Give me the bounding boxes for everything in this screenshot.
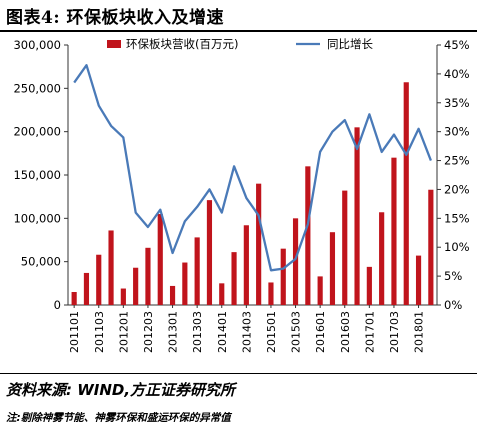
revenue-bar [366,266,372,305]
revenue-bar [219,283,225,305]
revenue-bar [317,276,323,305]
x-axis-tick-label: 201303 [191,311,204,353]
left-axis-tick-label: 300,000 [13,38,61,52]
revenue-bar [256,183,262,305]
x-axis-tick-label: 201201 [117,311,130,353]
x-axis-tick-label: 201503 [290,311,303,353]
revenue-bar [83,272,90,305]
revenue-bar [206,200,213,305]
right-axis-tick-label: 5% [444,269,462,283]
x-axis-tick-label: 201601 [314,311,327,353]
revenue-bar [108,230,114,305]
x-axis-tick-label: 201801 [413,311,426,353]
revenue-bar [292,218,299,305]
x-axis-tick-label: 201203 [142,311,155,353]
right-axis-tick-label: 0% [444,298,462,312]
revenue-bar [169,285,176,305]
chart-svg: 0 50,000 100,000 150,000 200,000 250,000 300,0… [13,37,470,353]
right-axis-tick-label: 10% [444,240,470,254]
growth-line [73,64,432,272]
revenue-bar [391,157,397,305]
x-axis-tick-label: 201701 [363,311,376,353]
x-axis-tick-label: 201103 [93,311,106,353]
revenue-bar [280,248,286,305]
left-axis-tick-label: 50,000 [21,255,61,269]
revenue-bar [194,237,200,305]
right-axis-tick-label: 45% [444,38,470,52]
revenue-bar [120,288,126,305]
x-axis-tick-label: 201403 [240,311,253,353]
revenue-bar [342,190,348,305]
left-axis-tick-label: 0 [54,298,61,312]
legend-bar-label: 环保板块营收(百万元) [126,37,238,51]
revenue-bar [428,189,434,305]
right-axis-tick-label: 30% [444,125,470,139]
x-axis-tick-label: 201501 [265,311,278,353]
right-axis-tick-label: 35% [444,96,470,110]
x-axis-tick-label: 201301 [167,311,180,353]
revenue-bar [329,232,336,305]
revenue-bar [305,166,311,305]
right-axis-tick-label: 15% [444,211,470,225]
left-axis-tick-label: 250,000 [13,81,61,95]
legend-line-label: 同比增长 [327,37,373,51]
revenue-bar [157,214,163,305]
revenue-bar [415,255,422,305]
figure-title: 图表4: 环保板块收入及增速 [6,8,225,28]
right-axis-tick-label: 40% [444,67,470,81]
revenue-bar [268,282,274,305]
title-rule [0,30,477,32]
source-text: 资料来源: WIND,方正证券研究所 [6,381,236,399]
x-axis-tick-label: 201603 [339,311,352,353]
x-axis-tick-label: 201703 [388,311,401,353]
revenue-bar [182,262,188,305]
revenue-bar [403,82,409,305]
revenue-bar [243,225,249,305]
left-axis-tick-label: 100,000 [13,211,61,225]
x-axis-tick-label: 201101 [68,311,81,353]
revenue-bar [231,252,237,305]
revenue-bar [354,127,360,305]
legend-bar-swatch [107,40,121,48]
revenue-bar [71,292,77,305]
right-axis-tick-label: 20% [444,182,470,196]
right-axis-tick-label: 25% [444,154,470,168]
revenue-bar [145,247,151,305]
left-axis-tick-label: 150,000 [13,168,61,182]
left-axis-tick-label: 200,000 [13,125,61,139]
figure-title-bar: 图表4: 环保板块收入及增速 [0,0,477,32]
revenue-bar [96,254,102,305]
source-rule [0,373,477,374]
revenue-bar [133,267,139,305]
x-axis-tick-label: 201401 [216,311,229,353]
chart: 0 50,000 100,000 150,000 200,000 250,000 300,0… [0,33,477,373]
note-text: 注:剔除神雾节能、神雾环保和盛运环保的异常值 [6,412,231,424]
revenue-bar [379,212,385,305]
